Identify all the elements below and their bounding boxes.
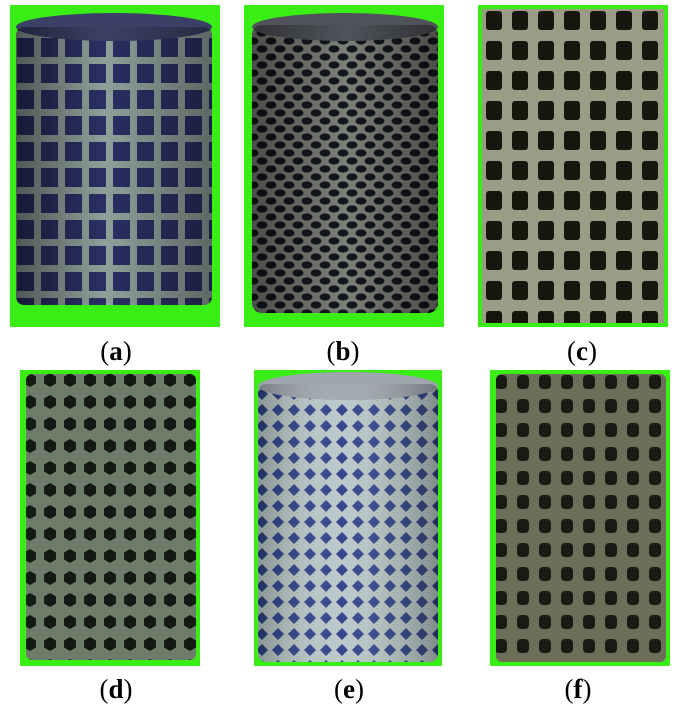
panel-a-caption: (a)	[100, 336, 132, 366]
panel-d-caption: (d)	[99, 674, 133, 704]
panel-e-caption: (e)	[334, 674, 364, 704]
panel-a-photo	[10, 5, 220, 327]
panel-f-caption: (f)	[564, 674, 592, 704]
panel-c-photo	[478, 5, 668, 327]
panel-b-caption: (b)	[326, 336, 360, 366]
panel-b-photo	[244, 5, 444, 327]
panel-c-caption: (c)	[567, 336, 597, 366]
panel-e-photo	[254, 370, 442, 666]
panel-f-photo	[490, 370, 670, 666]
panel-d-photo	[20, 370, 200, 666]
